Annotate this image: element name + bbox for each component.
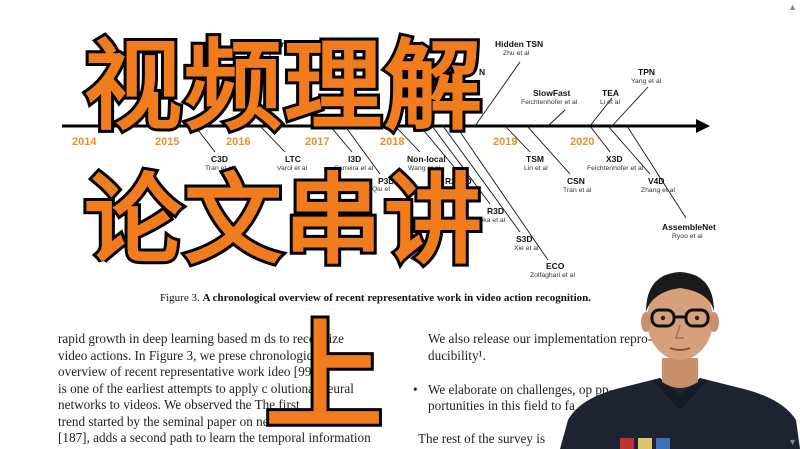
presenter-photo xyxy=(560,272,800,449)
timeline-item-author: Carreira et al xyxy=(334,165,374,172)
figure-caption: Figure 3. A chronological overview of re… xyxy=(160,292,591,304)
text-line: is one of the earliest attempts to apply… xyxy=(58,380,354,396)
timeline-item-title: R3D xyxy=(487,206,505,216)
timeline-item-author: Yang et al xyxy=(631,78,662,85)
timeline-item-author: Tran et al xyxy=(205,165,234,172)
timeline-item-title: Beyond-Short-Snippet xyxy=(231,39,322,49)
text-line: video actions. In Figure 3, we prese chr… xyxy=(58,347,323,363)
timeline-item-title: Non-local xyxy=(407,154,446,164)
timeline-item-author: Zhang et al xyxy=(641,187,676,194)
scroll-up-icon[interactable]: ▲ xyxy=(788,2,797,12)
timeline-item-author: Feichtenhofer et al xyxy=(587,165,644,172)
text-line: portunities in this field to fa xyxy=(428,398,575,413)
timeline-item-title: CSN xyxy=(567,176,585,186)
bullet-icon: • xyxy=(413,382,418,397)
scroll-down-icon[interactable]: ▼ xyxy=(788,437,797,447)
year-label: 2019 xyxy=(493,136,518,148)
year-label: 2014 xyxy=(72,136,97,148)
caption-title: A chronological overview of recent repre… xyxy=(202,292,591,304)
timeline-item-title: Hidden TSN xyxy=(495,39,544,49)
timeline-item-author: Qiu et xyxy=(372,186,391,193)
timeline-item-fragment: De xyxy=(83,88,94,98)
timeline-item-author: Varol et al xyxy=(277,165,308,172)
timeline-item-author: Xie et al xyxy=(514,245,539,252)
text-line: overview of recent representative work i… xyxy=(58,364,316,379)
scrollbar[interactable]: ▲ ▼ xyxy=(786,0,800,449)
timeline-item-title: TEA xyxy=(602,88,619,98)
year-label: 2018 xyxy=(380,136,405,148)
timeline-item-title: I3D xyxy=(348,154,362,164)
text-line: [187], adds a second path to learn the t… xyxy=(58,430,371,445)
text-line: ducibility¹. xyxy=(428,348,486,363)
timeline-item-title: TPN xyxy=(638,67,655,77)
timeline-item-title: AssembleNet xyxy=(662,222,716,232)
text-line: rapid growth in deep learning based m ds… xyxy=(58,331,345,346)
timeline-item-title: X3D xyxy=(606,154,623,164)
year-label: 2016 xyxy=(226,136,251,148)
text-line: The rest of the survey is xyxy=(418,431,546,446)
timeline-item-author: Li et al xyxy=(600,99,621,106)
timeline-item-author: Lin et al xyxy=(524,165,548,172)
timeline-item-title: S3D xyxy=(516,234,533,244)
timeline-item-author: ataoka et al xyxy=(470,217,506,224)
timeline-item-author: Feichtenhofer et al xyxy=(521,99,578,106)
timeline-item-fragment: N xyxy=(479,67,486,77)
timeline-item-author: Ryoo et al xyxy=(672,233,703,240)
timeline-item-author: Zolfaghari et al xyxy=(530,272,575,279)
timeline-item-title: C3D xyxy=(211,154,229,164)
timeline-item-title: LTC xyxy=(285,154,301,164)
timeline-item-title: R2+1D xyxy=(445,176,472,186)
year-label: 2017 xyxy=(305,136,330,148)
overlay-title-line3: 上 xyxy=(262,308,386,446)
timeline-item-title: ECO xyxy=(546,261,565,271)
text-line: networks to videos. We observed the The … xyxy=(58,397,300,412)
year-label: 2020 xyxy=(570,136,595,148)
overlay-title-line2: 论文串讲 xyxy=(81,164,485,278)
timeline-item-title: V4D xyxy=(648,176,665,186)
text-line: We also release our implementation repro… xyxy=(428,331,653,346)
text-line: We elaborate on challenges, op pp- xyxy=(428,382,613,397)
caption-prefix: Figure 3. xyxy=(160,292,203,304)
overlay-title-line1: 视频理解 xyxy=(81,30,485,144)
timeline-item-title: TSM xyxy=(526,154,544,164)
timeline-item-title: SlowFast xyxy=(533,88,571,98)
year-label: 2015 xyxy=(155,136,180,148)
timeline-item-title: P3D xyxy=(378,176,395,186)
timeline-item-author: Zhu et al xyxy=(503,50,530,57)
timeline-item-author: Wang et al xyxy=(408,165,441,172)
text-line: trend started by the seminal paper on ne… xyxy=(58,413,305,429)
timeline-item-author: Tran et al xyxy=(563,187,592,194)
timeline-arrowhead xyxy=(696,119,710,133)
paper-left-column: rapid growth in deep learning based m ds… xyxy=(58,331,371,447)
